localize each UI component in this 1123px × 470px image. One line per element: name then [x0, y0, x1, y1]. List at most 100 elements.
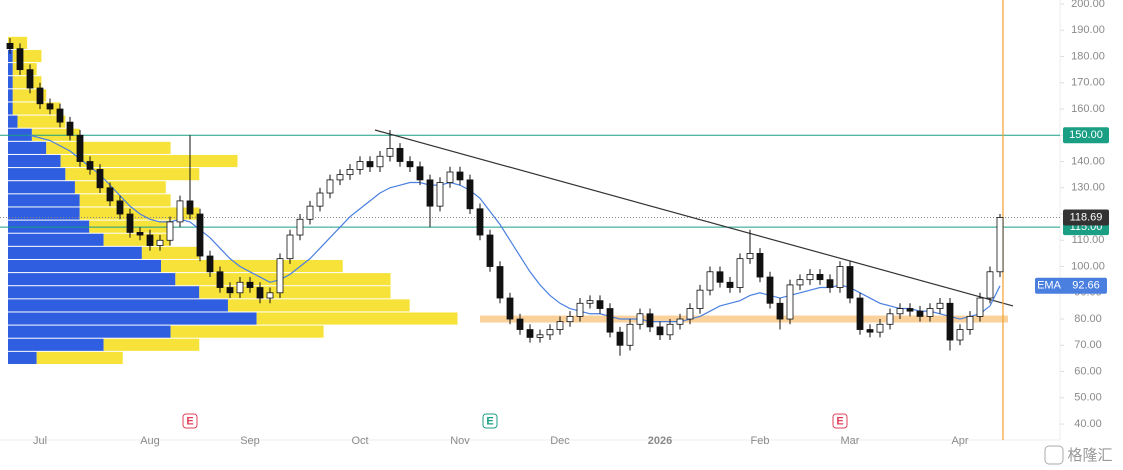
candle-body	[496, 266, 504, 299]
candle-body	[776, 302, 784, 320]
candle-body	[956, 329, 964, 341]
profile-yellow	[170, 325, 324, 338]
profile-blue	[8, 181, 75, 194]
profile-yellow	[65, 168, 200, 181]
profile-yellow	[36, 351, 123, 364]
profile-blue	[8, 115, 18, 128]
candle-body	[436, 182, 444, 207]
candle-body	[836, 266, 844, 288]
profile-blue	[8, 233, 104, 246]
candle-body	[716, 271, 724, 283]
candle-body	[916, 310, 924, 317]
profile-yellow	[256, 312, 458, 325]
y-tick-label: 130.00	[1071, 182, 1105, 194]
profile-blue	[8, 63, 13, 76]
candle-body	[646, 313, 654, 328]
candle-body	[756, 253, 764, 278]
profile-yellow	[60, 154, 238, 168]
candle-body	[306, 205, 314, 220]
candle-body	[486, 234, 494, 267]
y-tick-label: 110.00	[1072, 234, 1105, 246]
candle-body	[856, 297, 864, 330]
y-tick-label: 160.00	[1071, 103, 1105, 115]
candle-body	[236, 281, 244, 294]
candle-body	[256, 287, 264, 299]
candle-body	[546, 329, 554, 336]
candle-body	[376, 155, 384, 168]
y-tick-label: 80.00	[1074, 313, 1102, 325]
profile-yellow	[141, 246, 200, 259]
candle-body	[246, 281, 254, 288]
y-tick-label: 170.00	[1071, 77, 1105, 89]
event-label: E	[486, 415, 493, 427]
candle-body	[616, 331, 624, 346]
price-tag	[1063, 209, 1109, 226]
candle-body	[796, 279, 804, 286]
candle-body	[576, 302, 584, 317]
ema-value: 92.66	[1072, 280, 1100, 292]
x-tick-label: Dec	[550, 435, 570, 447]
candle-body	[526, 329, 534, 338]
candle-body	[126, 213, 134, 233]
support-band	[480, 315, 1008, 323]
event-label: E	[186, 415, 193, 427]
trend-line	[374, 129, 1014, 307]
watermark-logo	[1044, 445, 1064, 465]
candle-body	[946, 302, 954, 341]
candle-body	[366, 161, 374, 168]
y-tick-label: 200.00	[1071, 0, 1105, 10]
candle-body	[466, 179, 474, 210]
candle-body	[176, 200, 184, 223]
x-tick-label: Feb	[751, 435, 770, 447]
candle-body	[146, 234, 154, 246]
watermark: 格隆汇	[1067, 447, 1112, 464]
profile-yellow	[199, 286, 391, 299]
y-tick-label: 60.00	[1074, 365, 1102, 377]
y-tick-label: 70.00	[1074, 339, 1102, 351]
ema-tag	[1035, 277, 1107, 294]
candle-body	[356, 161, 364, 170]
candle-body	[656, 326, 664, 336]
y-tick-label: 50.00	[1074, 392, 1102, 404]
profile-blue	[8, 141, 47, 154]
candle-body	[896, 308, 904, 315]
candle-body	[696, 289, 704, 309]
candle-body	[786, 284, 794, 320]
candle-body	[156, 239, 164, 246]
candle-body	[96, 168, 104, 189]
candle-body	[206, 255, 214, 273]
profile-blue	[8, 325, 171, 338]
candle-body	[976, 297, 984, 317]
candle-body	[726, 281, 734, 288]
candle-body	[186, 200, 194, 215]
candle-body	[346, 168, 354, 176]
candle-body	[76, 134, 84, 162]
candle-body	[476, 208, 484, 236]
x-tick-label: Jul	[33, 435, 47, 447]
candle-body	[86, 161, 94, 170]
candle-body	[666, 323, 674, 336]
profile-blue	[8, 89, 13, 102]
profile-blue	[8, 49, 13, 63]
candle-body	[416, 166, 424, 181]
candle-body	[866, 329, 874, 333]
x-tick-label: Oct	[351, 435, 368, 447]
profile-blue	[8, 76, 13, 89]
profile-blue	[8, 338, 104, 351]
x-tick-label: Mar	[841, 435, 860, 447]
candle-body	[106, 187, 114, 202]
candle-body	[286, 234, 294, 260]
candle-body	[606, 308, 614, 333]
profile-blue	[8, 154, 61, 168]
candle-body	[46, 103, 54, 110]
price-tag-label: 118.69	[1070, 211, 1103, 223]
candle-body	[596, 300, 604, 309]
candle-body	[326, 179, 334, 194]
price-tag-label: 150.00	[1069, 129, 1103, 141]
candle-body	[766, 276, 774, 304]
candle-body	[446, 171, 454, 183]
candle-body	[506, 297, 514, 320]
candle-body	[846, 266, 854, 299]
